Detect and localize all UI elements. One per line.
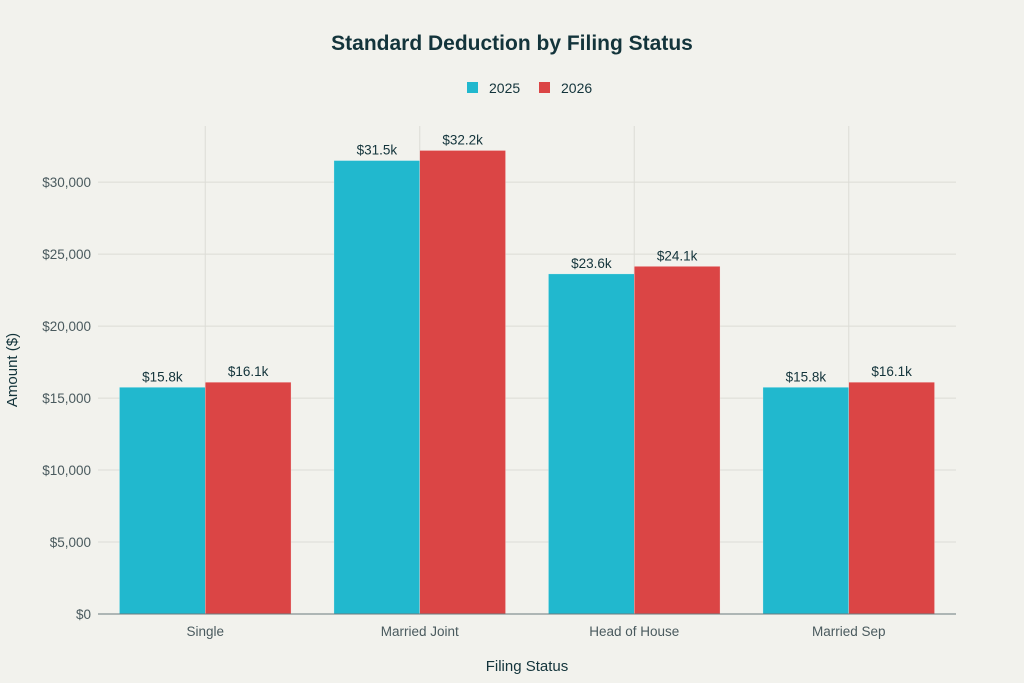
legend-label-2026: 2026 [561, 80, 592, 96]
x-axis-title: Filing Status [486, 658, 569, 675]
y-tick-label: $25,000 [42, 247, 91, 262]
data-label-2026: $16.1k [871, 364, 912, 379]
y-axis-title: Amount ($) [4, 333, 21, 407]
y-tick-label: $5,000 [50, 535, 91, 550]
legend-swatch-2026 [539, 82, 550, 93]
x-tick-label: Married Joint [381, 624, 459, 639]
x-tick-label: Married Sep [812, 624, 886, 639]
bar-2025 [548, 273, 635, 615]
data-label-2025: $31.5k [357, 143, 398, 158]
chart-title: Standard Deduction by Filing Status [331, 32, 693, 55]
y-tick-label: $30,000 [42, 175, 91, 190]
data-label-2025: $15.8k [142, 369, 183, 384]
legend: 2025 2026 [467, 80, 592, 96]
legend-label-2025: 2025 [489, 80, 520, 96]
bar-2025 [119, 387, 206, 615]
legend-swatch-2025 [467, 82, 478, 93]
bar-2026 [419, 150, 506, 615]
data-label-2026: $24.1k [657, 248, 698, 263]
data-label-2025: $15.8k [786, 369, 827, 384]
y-tick-label: $0 [76, 607, 91, 622]
bar-2026 [205, 381, 292, 615]
bar-2026 [848, 381, 935, 615]
bar-2025 [333, 160, 421, 615]
y-tick-label: $20,000 [42, 319, 91, 334]
data-label-2025: $23.6k [571, 256, 612, 271]
data-label-2026: $16.1k [228, 364, 269, 379]
x-tick-label: Single [186, 624, 224, 639]
y-tick-label: $10,000 [42, 463, 91, 478]
x-tick-label: Head of House [589, 624, 679, 639]
bar-2025 [762, 387, 850, 615]
y-tick-label: $15,000 [42, 391, 91, 406]
bar-2026 [634, 266, 721, 615]
data-label-2026: $32.2k [442, 132, 483, 147]
